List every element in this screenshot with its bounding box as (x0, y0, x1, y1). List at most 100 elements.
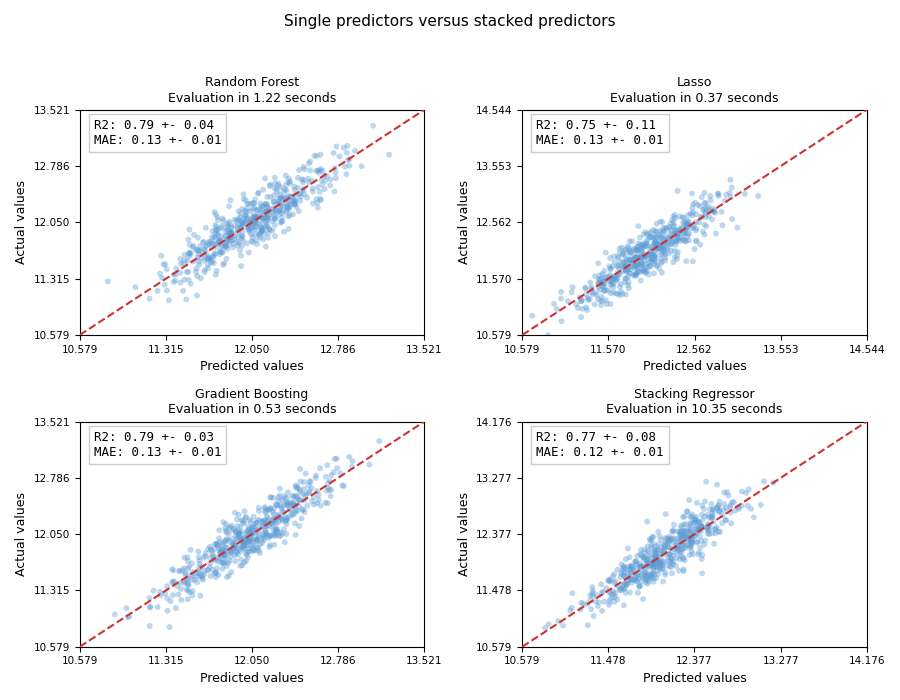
Point (295, 488, 310, 499)
Point (269, 205, 284, 216)
Point (636, 594, 651, 605)
Point (598, 247, 613, 258)
Point (218, 550, 232, 561)
Point (252, 505, 266, 517)
Point (671, 565, 686, 576)
Point (648, 225, 662, 237)
Point (700, 528, 715, 539)
Point (294, 513, 309, 524)
Point (288, 508, 302, 519)
Point (218, 550, 232, 561)
Point (257, 529, 272, 540)
Point (621, 272, 635, 283)
Point (677, 234, 691, 245)
Point (659, 231, 673, 242)
Point (186, 256, 201, 267)
Point (634, 570, 648, 582)
Point (611, 262, 625, 273)
Point (229, 555, 243, 566)
Point (229, 526, 243, 537)
Point (181, 594, 195, 605)
Point (610, 260, 625, 272)
Point (197, 244, 211, 255)
Point (656, 244, 670, 256)
Point (192, 552, 206, 563)
Point (212, 524, 227, 536)
Point (664, 245, 679, 256)
Point (255, 215, 269, 226)
Point (684, 511, 698, 522)
Point (257, 518, 272, 529)
Point (653, 244, 668, 256)
Point (682, 532, 697, 543)
Point (611, 260, 625, 271)
Point (649, 540, 663, 552)
Point (576, 598, 590, 609)
Point (643, 249, 657, 260)
Point (248, 527, 263, 538)
Point (242, 217, 256, 228)
Point (233, 244, 248, 256)
Point (621, 280, 635, 291)
Point (302, 486, 317, 497)
Point (637, 551, 652, 562)
Point (279, 528, 293, 540)
Point (658, 540, 672, 552)
Point (272, 209, 286, 220)
Point (623, 575, 637, 586)
Point (202, 253, 216, 264)
Point (698, 188, 712, 199)
Point (189, 244, 203, 256)
Point (223, 521, 238, 532)
Point (333, 468, 347, 479)
Point (230, 514, 244, 525)
Point (658, 236, 672, 247)
Point (662, 241, 676, 253)
Point (192, 248, 206, 260)
Point (323, 174, 338, 185)
Point (656, 222, 670, 233)
Point (662, 221, 676, 232)
Point (218, 535, 232, 546)
Point (210, 538, 224, 550)
Point (572, 292, 587, 303)
Point (698, 229, 712, 240)
Point (320, 171, 334, 182)
Point (596, 277, 610, 288)
Point (162, 622, 176, 633)
Point (342, 153, 356, 164)
Point (653, 239, 668, 251)
Point (611, 267, 625, 278)
Point (655, 216, 670, 228)
Point (650, 551, 664, 562)
Point (250, 542, 265, 553)
Point (177, 552, 192, 564)
Point (648, 545, 662, 556)
Point (622, 261, 636, 272)
Point (614, 584, 628, 596)
Point (688, 244, 702, 255)
Point (231, 545, 246, 556)
Point (204, 237, 219, 248)
Point (621, 241, 635, 253)
Point (581, 294, 596, 305)
Point (247, 545, 261, 556)
Point (259, 219, 274, 230)
Point (273, 198, 287, 209)
Point (695, 550, 709, 561)
Point (234, 514, 248, 526)
Point (184, 569, 198, 580)
Point (634, 246, 649, 257)
Point (286, 195, 301, 206)
Point (619, 572, 634, 583)
Point (682, 533, 697, 545)
Point (166, 269, 181, 280)
Point (232, 527, 247, 538)
Point (212, 569, 226, 580)
Point (154, 250, 168, 261)
Point (595, 587, 609, 598)
Point (274, 193, 288, 204)
Point (204, 241, 219, 253)
Point (210, 225, 224, 236)
Point (688, 197, 703, 209)
